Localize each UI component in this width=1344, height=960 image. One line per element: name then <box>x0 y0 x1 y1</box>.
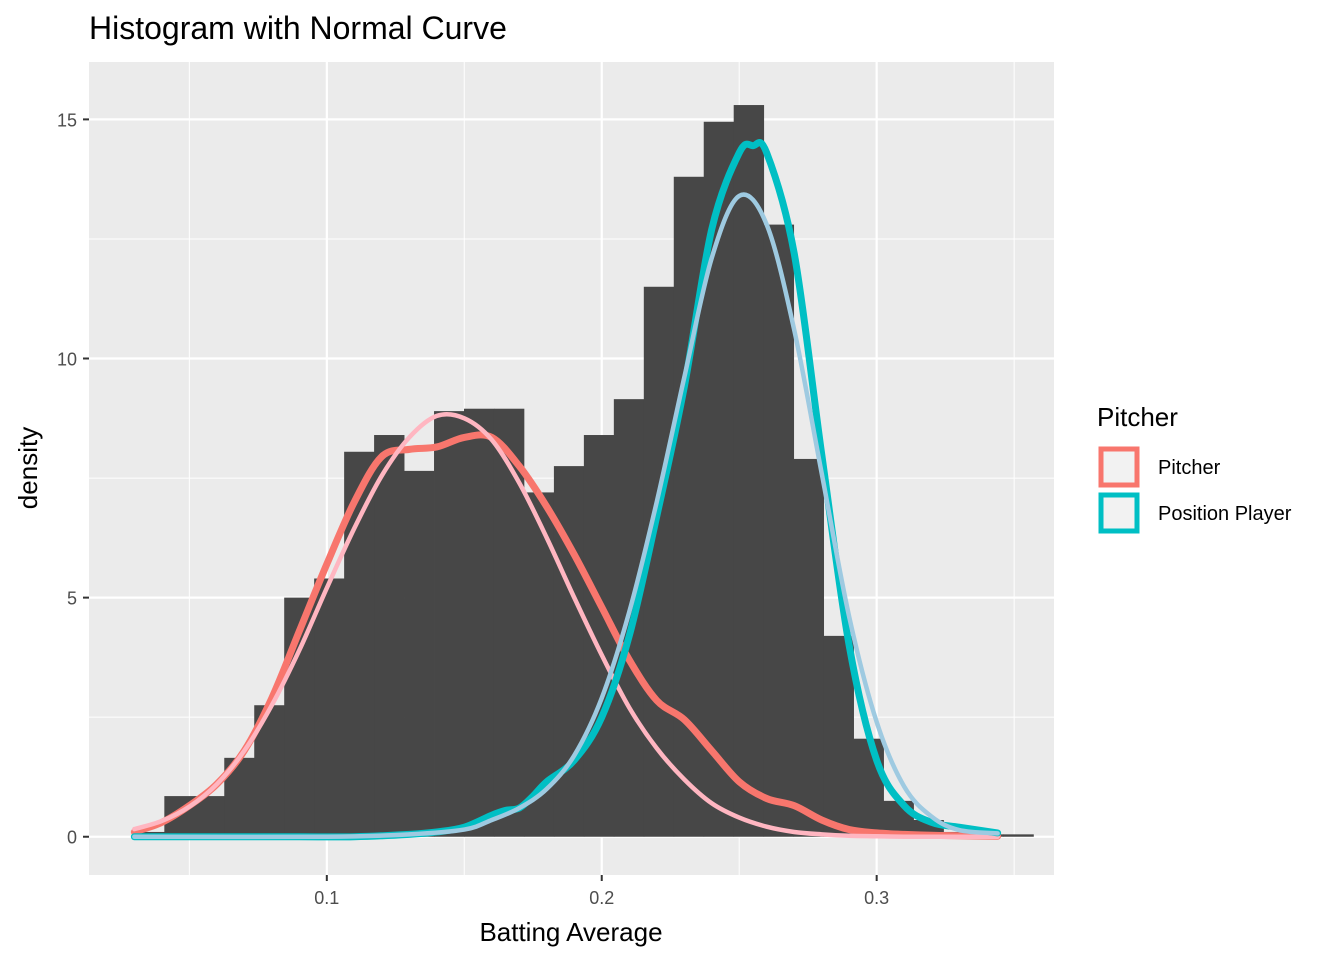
histogram-bar <box>853 738 884 837</box>
normal-curve-normal-line <box>132 192 1000 840</box>
legend-label-pitcher: Pitcher <box>1158 457 1221 479</box>
histogram-bar <box>583 435 615 837</box>
histogram-bar <box>823 635 854 837</box>
histogram-bar <box>464 408 495 837</box>
histogram-bar <box>493 408 525 837</box>
histogram-bar <box>763 224 795 837</box>
chart-title: Histogram with Normal Curve <box>89 10 507 46</box>
legend: Pitcher Pitcher Position Player <box>1097 402 1292 534</box>
density-lines <box>130 139 1002 841</box>
y-axis-title: density <box>13 427 43 509</box>
histogram-bar <box>733 105 765 837</box>
x-tick-label: 0.2 <box>589 888 614 908</box>
x-tick-label: 0.3 <box>864 888 889 908</box>
normal-curve-normal-line <box>132 411 1000 840</box>
histogram-bar <box>404 470 435 837</box>
histogram-bar <box>314 578 345 837</box>
legend-items: Pitcher Position Player <box>1098 446 1292 534</box>
y-axis: 0 5 10 15 <box>57 110 89 848</box>
x-axis: 0.1 0.2 0.3 <box>314 875 889 908</box>
x-axis-title: Batting Average <box>479 917 662 947</box>
histogram-bar <box>434 411 465 837</box>
legend-key-pitcher <box>1098 446 1140 488</box>
x-tick-label: 0.1 <box>314 888 339 908</box>
y-tick-label: 10 <box>57 350 77 370</box>
legend-label-position-player: Position Player <box>1158 503 1292 525</box>
y-tick-label: 5 <box>67 589 77 609</box>
y-tick-label: 0 <box>67 828 77 848</box>
histogram-bar <box>793 458 825 837</box>
legend-key-position-player <box>1098 492 1140 534</box>
histogram-bar <box>374 435 405 837</box>
legend-title: Pitcher <box>1097 402 1178 432</box>
histogram-bar <box>1003 834 1034 837</box>
y-tick-label: 15 <box>57 110 77 130</box>
pitcher-density-line <box>130 431 1002 840</box>
